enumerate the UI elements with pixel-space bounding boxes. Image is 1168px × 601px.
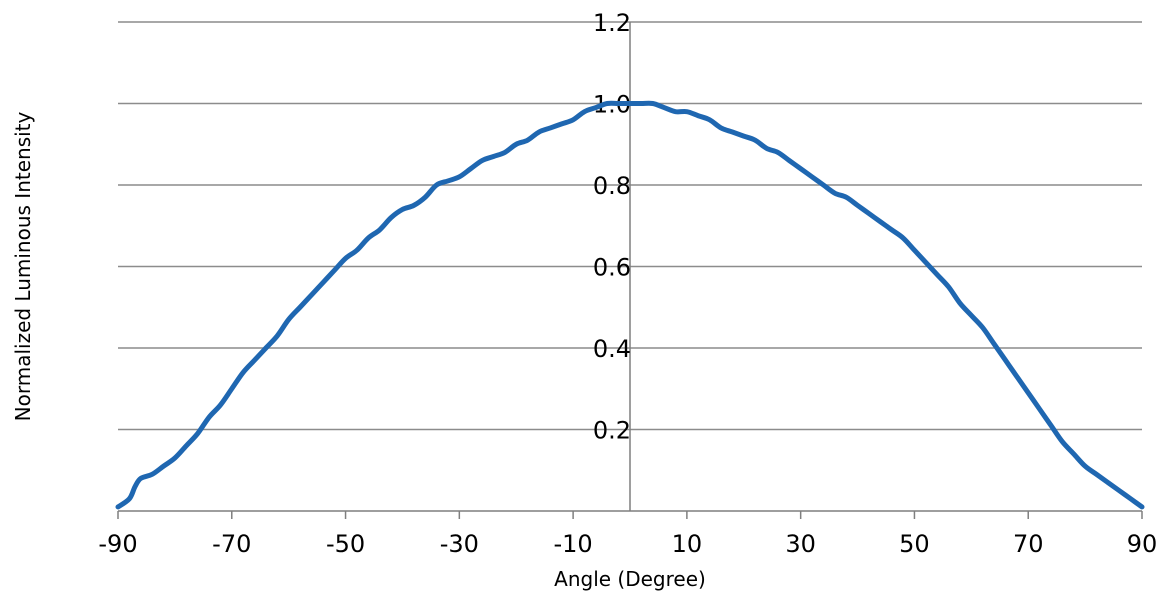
y-axis-tick-labels: 0.20.40.60.81.01.2 bbox=[593, 9, 631, 445]
x-axis-tick-labels: -90 -70 -50 -30 -10 10 30 50 70 90 bbox=[98, 530, 1157, 558]
x-axis-title: Angle (Degree) bbox=[554, 567, 706, 591]
x-tick-label: 50 bbox=[899, 530, 930, 558]
x-tick-label: 10 bbox=[672, 530, 703, 558]
x-tick-label: -50 bbox=[326, 530, 365, 558]
x-tick-label: -70 bbox=[212, 530, 251, 558]
y-tick-label: 0.4 bbox=[593, 335, 631, 363]
x-tick-label: -90 bbox=[98, 530, 137, 558]
x-tick-label: 90 bbox=[1127, 530, 1158, 558]
y-axis-title: Normalized Luminous Intensity bbox=[11, 111, 35, 421]
x-tick-label: 70 bbox=[1013, 530, 1044, 558]
x-tick-label: -10 bbox=[554, 530, 593, 558]
y-tick-label: 1.2 bbox=[593, 9, 631, 37]
y-tick-label: 0.2 bbox=[593, 417, 631, 445]
x-axis-ticks bbox=[117, 511, 1143, 519]
y-tick-label: 0.6 bbox=[593, 254, 631, 282]
intensity-curve bbox=[115, 100, 1145, 510]
y-tick-label: 0.8 bbox=[593, 172, 631, 200]
x-tick-label: -30 bbox=[440, 530, 479, 558]
x-tick-label: 30 bbox=[785, 530, 816, 558]
